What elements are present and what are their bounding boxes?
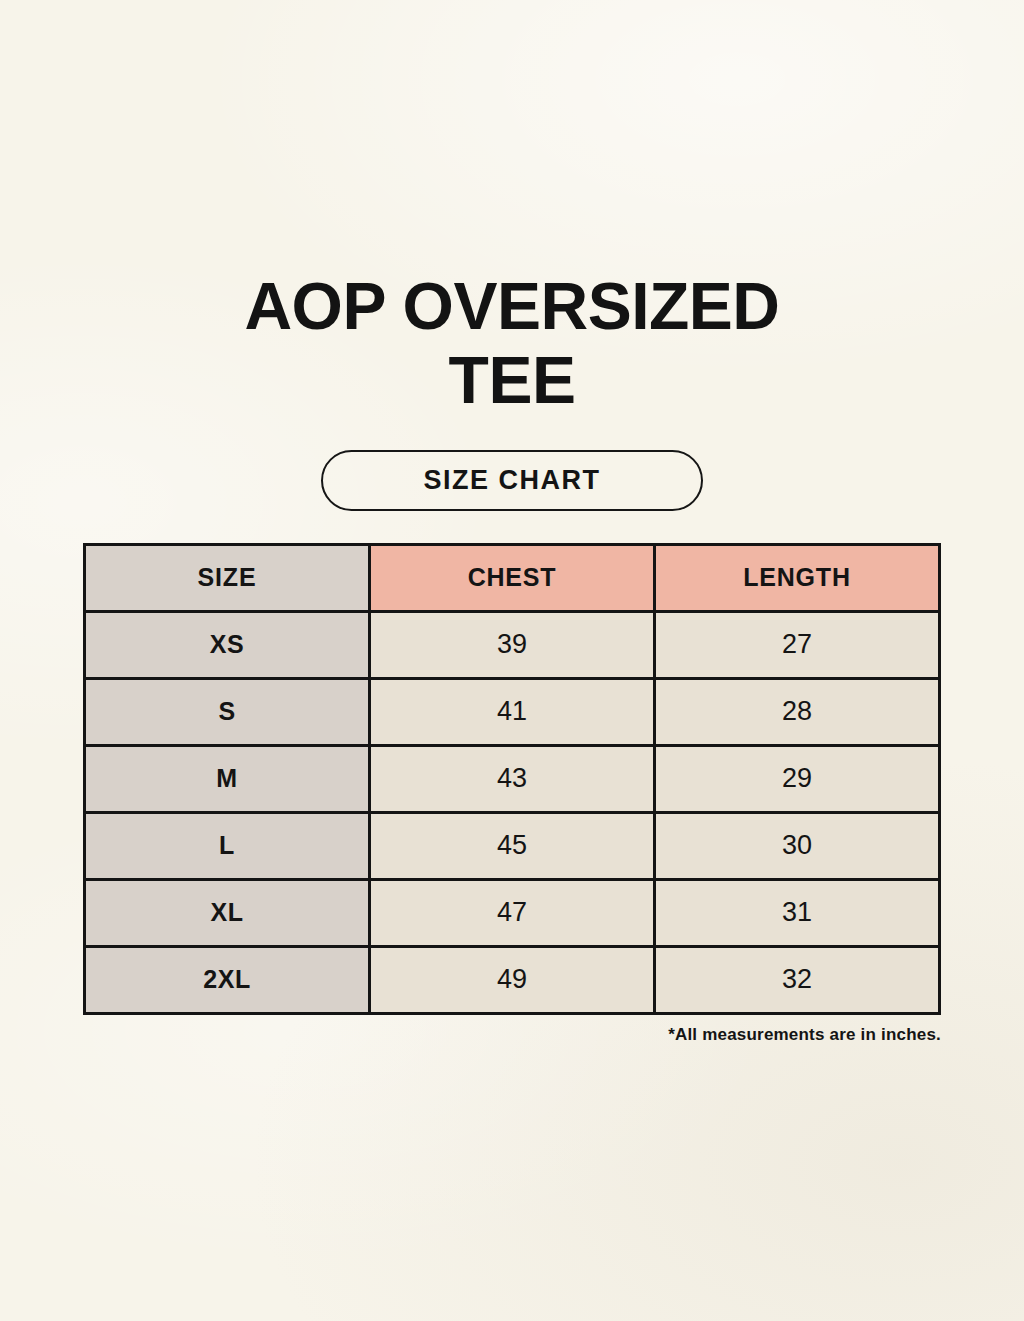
column-header-length: LENGTH [655,544,940,611]
length-cell: 31 [655,879,940,946]
size-chart-page: AOP OVERSIZED TEE SIZE CHART SIZE CHEST … [0,0,1024,1321]
chest-cell: 45 [370,812,655,879]
size-cell: S [85,678,370,745]
column-header-chest: CHEST [370,544,655,611]
chest-cell: 47 [370,879,655,946]
size-chart-button-label: SIZE CHART [424,465,601,496]
chest-cell: 41 [370,678,655,745]
size-cell: L [85,812,370,879]
column-header-size: SIZE [85,544,370,611]
chest-cell: 39 [370,611,655,678]
size-cell: M [85,745,370,812]
chest-cell: 49 [370,946,655,1013]
chest-cell: 43 [370,745,655,812]
table-row: L 45 30 [85,812,940,879]
measurements-footnote: *All measurements are in inches. [83,1025,941,1045]
table-row: M 43 29 [85,745,940,812]
size-cell: XS [85,611,370,678]
length-cell: 30 [655,812,940,879]
size-chart-table: SIZE CHEST LENGTH XS 39 27 S 41 28 M 43 … [83,543,941,1015]
table-row: XS 39 27 [85,611,940,678]
length-cell: 29 [655,745,940,812]
table-row: 2XL 49 32 [85,946,940,1013]
table-row: XL 47 31 [85,879,940,946]
table-row: S 41 28 [85,678,940,745]
length-cell: 32 [655,946,940,1013]
page-title: AOP OVERSIZED TEE [202,270,822,418]
table-header-row: SIZE CHEST LENGTH [85,544,940,611]
size-chart-button[interactable]: SIZE CHART [321,450,703,511]
length-cell: 27 [655,611,940,678]
length-cell: 28 [655,678,940,745]
size-cell: XL [85,879,370,946]
size-cell: 2XL [85,946,370,1013]
